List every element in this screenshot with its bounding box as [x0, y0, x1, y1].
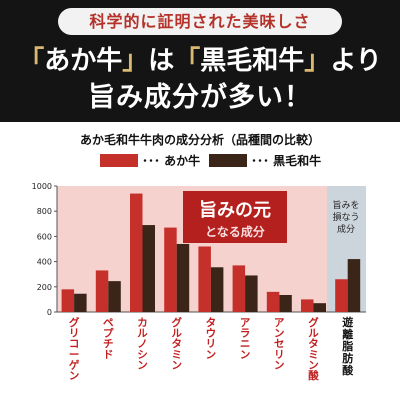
x-label-2: カルノシン [137, 317, 148, 371]
bar-kuroge-2 [142, 225, 155, 312]
bar-kuroge-8 [347, 259, 361, 312]
legend-label-kuroge: ･･･ 黒毛和牛 [251, 153, 321, 168]
bar-kuroge-1 [108, 281, 121, 312]
negative-note-line-3: 成分 [337, 223, 355, 235]
bar-aka-1 [95, 270, 109, 312]
x-label-3: グルタミン [171, 316, 182, 371]
bar-aka-4 [198, 246, 211, 312]
bar-kuroge-7 [313, 303, 326, 312]
umami-badge-main: 旨みの元 [199, 200, 271, 221]
y-tick-label: 1000 [32, 182, 52, 191]
bar-kuroge-6 [279, 294, 292, 312]
x-axis-labels: グリコーゲン ペプチド カルノシン グルタミン タウリン アラニン アンセリン グルタミン酸 遊… [69, 315, 354, 382]
x-label-4: タウリン [206, 317, 217, 361]
chart-area: あか毛和牛牛肉の成分分析（品種間の比較） ･･･ あか牛 ･･･ 黒毛和牛 0 2… [0, 122, 400, 400]
legend-swatch-aka [100, 154, 138, 167]
legend-swatch-kuroge [209, 154, 247, 167]
y-tick-label: 200 [37, 283, 52, 292]
bar-aka-0 [61, 289, 75, 312]
bar-aka-8 [335, 279, 348, 312]
bar-aka-6 [266, 291, 280, 312]
chart-title: あか毛和牛牛肉の成分分析（品種間の比較） [80, 132, 320, 147]
bar-aka-2 [130, 193, 143, 312]
x-label-8: 遊離脂肪酸 [341, 315, 354, 377]
headline-bracket: 「 [174, 46, 201, 76]
umami-badge: 旨みの元 となる成分 [183, 191, 287, 243]
chart-legend: ･･･ あか牛 ･･･ 黒毛和牛 [100, 153, 321, 168]
negative-note: 旨みを 損なう 成分 [332, 200, 359, 235]
x-label-1: ペプチド [103, 317, 114, 361]
headline-kuroge-wagyu: 黒毛和牛 [200, 46, 305, 76]
y-tick-label: 0 [47, 308, 52, 317]
umami-badge-box [183, 191, 287, 243]
bar-kuroge-4 [210, 267, 224, 312]
y-tick-label: 400 [37, 258, 52, 267]
headline-particle: は [148, 46, 175, 76]
x-label-5: アラニン [240, 317, 251, 361]
subtitle-pill: 科学的に証明された美味しさ [58, 8, 342, 35]
component-chart: あか毛和牛牛肉の成分分析（品種間の比較） ･･･ あか牛 ･･･ 黒毛和牛 0 2… [32, 132, 366, 382]
headline-aka-beef: あか牛 [44, 46, 123, 76]
headline-bracket: 」 [304, 46, 331, 76]
bar-kuroge-3 [176, 243, 190, 312]
y-axis: 0 200 400 600 800 1000 [32, 182, 58, 317]
bars-group [61, 193, 361, 312]
headline-line-1: 「あか牛」は「黒毛和牛」より [0, 44, 400, 78]
y-tick-label: 800 [37, 207, 52, 216]
bar-aka-3 [164, 227, 177, 312]
bar-kuroge-0 [74, 293, 87, 312]
bar-aka-7 [301, 299, 314, 312]
x-label-6: アンセリン [274, 317, 285, 371]
x-label-7: グルタミン酸 [308, 316, 319, 382]
bar-kuroge-5 [245, 275, 258, 312]
negative-note-line-2: 損なう [332, 211, 359, 223]
x-label-0: グリコーゲン [69, 316, 80, 382]
bar-aka-5 [232, 265, 246, 312]
headline-bracket: 」 [122, 46, 149, 76]
header-banner: 科学的に証明された美味しさ 「あか牛」は「黒毛和牛」より 旨み成分が多い！ [0, 0, 400, 122]
y-tick-label: 600 [37, 232, 52, 241]
headline-bracket: 「 [18, 46, 45, 76]
negative-note-line-1: 旨みを [332, 200, 359, 211]
headline-line-2: 旨み成分が多い！ [88, 82, 312, 113]
umami-badge-sub: となる成分 [205, 224, 265, 239]
headline-yori: より [330, 46, 382, 76]
legend-label-aka: ･･･ あか牛 [142, 153, 200, 168]
